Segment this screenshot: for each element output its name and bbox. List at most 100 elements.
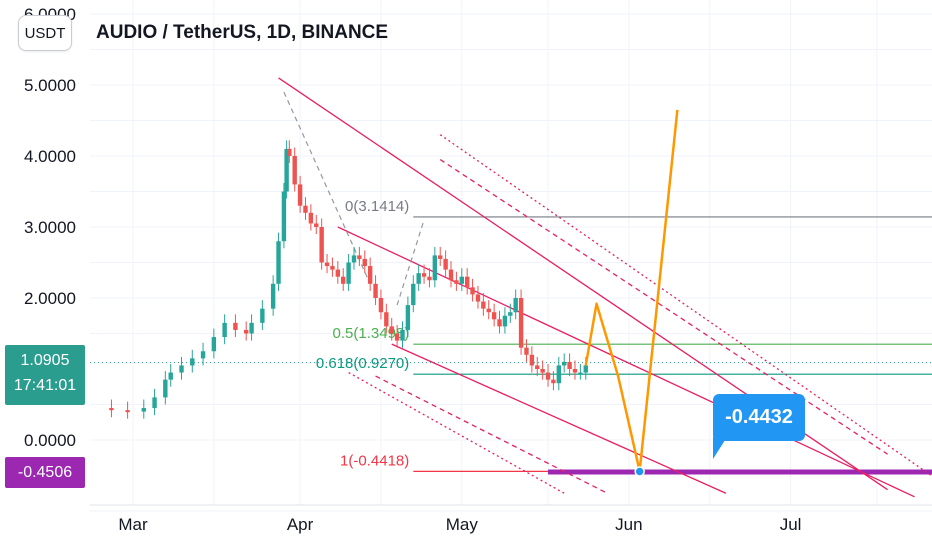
channel-dotted-lower <box>348 371 565 494</box>
candle-body <box>535 365 540 369</box>
candle-body <box>276 241 281 284</box>
candle-body <box>190 358 195 366</box>
candle-body <box>308 212 314 224</box>
trend-dashed-line <box>396 219 425 306</box>
candle-body <box>346 262 351 284</box>
candle-body <box>411 283 416 306</box>
y-tick-label: 0.0000 <box>24 431 76 450</box>
target-price-badge: -0.4506 <box>5 457 85 488</box>
candle-body <box>378 298 384 313</box>
candle-body <box>551 379 556 384</box>
candle-body <box>583 365 588 373</box>
candle-body <box>324 262 330 267</box>
candle-body <box>314 223 319 227</box>
candle-body <box>443 258 448 270</box>
candle-body <box>357 255 362 259</box>
current-price-badge: 1.0905 17:41:01 <box>5 345 85 405</box>
candle-body <box>163 379 168 398</box>
target-point <box>634 466 645 477</box>
candle-body <box>567 361 572 369</box>
candle-body <box>432 255 438 281</box>
candle-body <box>330 266 335 270</box>
candle-body <box>427 276 432 281</box>
candle-body <box>508 312 513 316</box>
y-tick-label: 5.0000 <box>24 76 76 95</box>
candle-body <box>572 369 578 373</box>
channel-lower <box>391 343 727 494</box>
candle-body <box>389 326 394 334</box>
trend-dashed-line <box>283 91 371 285</box>
chart-title: AUDIO / TetherUS, 1D, BINANCE <box>96 22 389 43</box>
candle-body <box>438 255 443 259</box>
candle-body <box>351 255 357 263</box>
fib-levels: 0(3.1414)0.5(1.3498)0.618(0.9270)1(-0.44… <box>90 198 932 475</box>
candle-body <box>405 305 411 330</box>
y-tick-label: 4.0000 <box>24 147 76 166</box>
fib-label: 1(-0.4418) <box>340 452 409 469</box>
candle-body <box>513 298 518 313</box>
candle-body <box>260 308 265 323</box>
fib-label: 0(3.1414) <box>345 198 409 215</box>
candle-body <box>459 276 464 284</box>
target-price-value: -0.4506 <box>17 463 73 481</box>
candle-body <box>578 372 583 375</box>
x-tick-label: Mar <box>118 515 148 534</box>
candle-body <box>200 351 206 359</box>
candle-body <box>292 156 297 185</box>
candle-body <box>470 287 475 295</box>
x-tick-label: Jun <box>615 515 642 534</box>
x-axis-labels: Mar Apr May Jun Jul <box>118 515 801 534</box>
candle-body <box>222 322 227 338</box>
target-callout-value: -0.4432 <box>725 406 793 428</box>
price-candles <box>109 140 588 419</box>
candle-body <box>303 205 308 213</box>
candle-body <box>497 319 502 327</box>
candle-body <box>556 365 562 384</box>
candle-body <box>529 354 535 366</box>
candle-body <box>297 184 303 206</box>
current-price-value: 1.0905 <box>20 352 70 369</box>
candle-body <box>540 369 545 373</box>
candle-body <box>448 269 454 281</box>
projection-path <box>584 109 679 477</box>
currency-label: USDT <box>24 24 66 42</box>
y-tick-label: 3.0000 <box>24 218 76 237</box>
candle-body <box>284 148 289 192</box>
bar-countdown: 17:41:01 <box>13 377 77 394</box>
candle-body <box>373 283 378 298</box>
candle-body <box>243 329 249 334</box>
candle-body <box>486 308 491 313</box>
x-tick-label: May <box>446 515 479 534</box>
candle-body <box>394 333 400 341</box>
candle-body <box>179 365 184 373</box>
candle-body <box>384 312 389 327</box>
candle-body <box>416 273 421 284</box>
candle-body <box>335 269 341 277</box>
candle-body <box>152 397 157 409</box>
candle-body <box>168 372 173 380</box>
candle-body <box>481 301 486 309</box>
candle-body <box>518 298 524 348</box>
target-callout: -0.4432 <box>713 394 805 441</box>
candle-body <box>141 408 146 412</box>
candle-body <box>464 276 470 288</box>
candle-body <box>562 361 567 366</box>
candle-body <box>270 283 276 309</box>
candle-body <box>249 322 254 334</box>
candle-body <box>287 148 292 156</box>
channel-dotted-upper <box>439 134 932 477</box>
x-tick-label: Apr <box>287 515 314 534</box>
x-tick-label: Jul <box>780 515 802 534</box>
candle-body <box>125 410 130 413</box>
candle-body <box>502 315 508 327</box>
candle-body <box>281 191 287 242</box>
candle-body <box>421 273 427 277</box>
candle-body <box>367 266 373 284</box>
projection-line <box>584 109 679 473</box>
candle-body <box>524 347 529 355</box>
candle-body <box>475 294 481 302</box>
y-tick-label: 2.0000 <box>24 289 76 308</box>
currency-button[interactable]: USDT <box>18 15 72 51</box>
